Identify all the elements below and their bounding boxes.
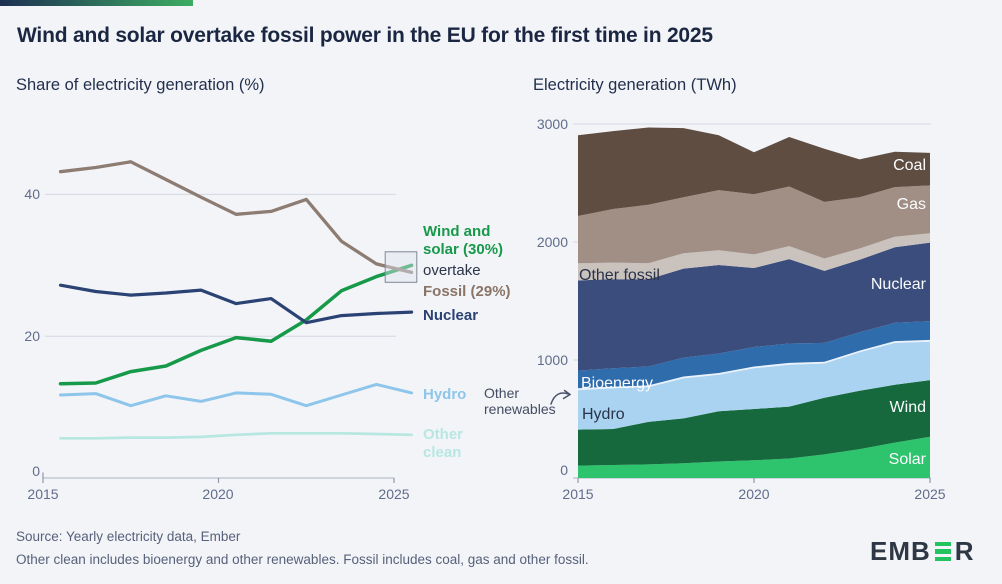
gas-area — [578, 185, 930, 264]
fossil-line — [58, 160, 414, 275]
ember-logo: EMB R — [870, 536, 975, 567]
hydro-line — [59, 382, 414, 408]
other-clean-label-line1: Other — [423, 426, 464, 443]
left-x-tick-2020: 2020 — [202, 486, 234, 502]
footer-note: Other clean includes bioenergy and other… — [16, 552, 589, 567]
coal-area-label: Coal — [893, 157, 926, 174]
other-renewables-arrowhead — [562, 389, 571, 400]
nuclear-area-label: Nuclear — [870, 276, 926, 293]
logo-text-r: R — [954, 536, 975, 566]
wind-solar-label-line1: Wind and — [423, 223, 491, 240]
other-clean-line — [59, 431, 413, 440]
left-y-tick-0: 0 — [32, 463, 40, 479]
left-y-tick-40: 40 — [24, 186, 40, 202]
overtake-box — [384, 251, 418, 283]
logo-e-icon — [934, 541, 951, 562]
other-renewables-arrow — [550, 392, 571, 405]
wind-solar-line — [58, 263, 414, 386]
page-title: Wind and solar overtake fossil power in … — [17, 24, 713, 47]
coal-area — [578, 127, 930, 216]
other-fossil-area — [578, 233, 930, 281]
left-x-tick-2025: 2025 — [378, 486, 410, 502]
bioenergy-area — [578, 321, 930, 389]
right-x-tick-2020: 2020 — [738, 486, 770, 502]
left-y-tick-20: 20 — [24, 328, 40, 344]
other-renewables-label-line2: renewables — [484, 401, 556, 417]
nuclear-line-label: Nuclear — [423, 307, 479, 324]
hydro-area — [578, 341, 930, 430]
right-y-tick-2000: 2000 — [536, 234, 568, 250]
fossil-label: Fossil (29%) — [423, 283, 511, 300]
right-y-tick-1000: 1000 — [536, 352, 568, 368]
right-y-tick-0: 0 — [560, 462, 568, 478]
wind-solar-label-line2: solar (30%) — [423, 241, 504, 258]
nuclear-line — [58, 283, 414, 325]
bioenergy-area-label: Bioenergy — [581, 375, 654, 392]
other-clean-label-line2: clean — [423, 444, 462, 461]
other-fossil-area-label: Other fossil — [579, 267, 660, 284]
gas-area-label: Gas — [896, 196, 926, 213]
accent-bar — [0, 0, 193, 6]
nuclear-area — [578, 242, 930, 371]
solar-area-label: Solar — [888, 451, 926, 468]
wind-area — [578, 380, 930, 466]
overtake-label: overtake — [423, 262, 481, 279]
right-x-tick-2025: 2025 — [914, 486, 946, 502]
other-renewables-label-line1: Other — [484, 385, 520, 401]
hydro-area-label: Hydro — [582, 406, 625, 423]
solar-area — [578, 436, 930, 478]
left-chart-title: Share of electricity generation (%) — [16, 76, 265, 94]
right-y-tick-3000: 3000 — [536, 116, 568, 132]
hydro-line-label: Hydro — [423, 386, 467, 403]
logo-text-emb: EMB — [870, 536, 931, 566]
left-x-tick-2015: 2015 — [27, 486, 59, 502]
wind-area-label: Wind — [889, 399, 926, 416]
footer-source: Source: Yearly electricity data, Ember — [16, 529, 241, 544]
right-x-tick-2015: 2015 — [562, 486, 594, 502]
right-chart-title: Electricity generation (TWh) — [533, 76, 737, 94]
